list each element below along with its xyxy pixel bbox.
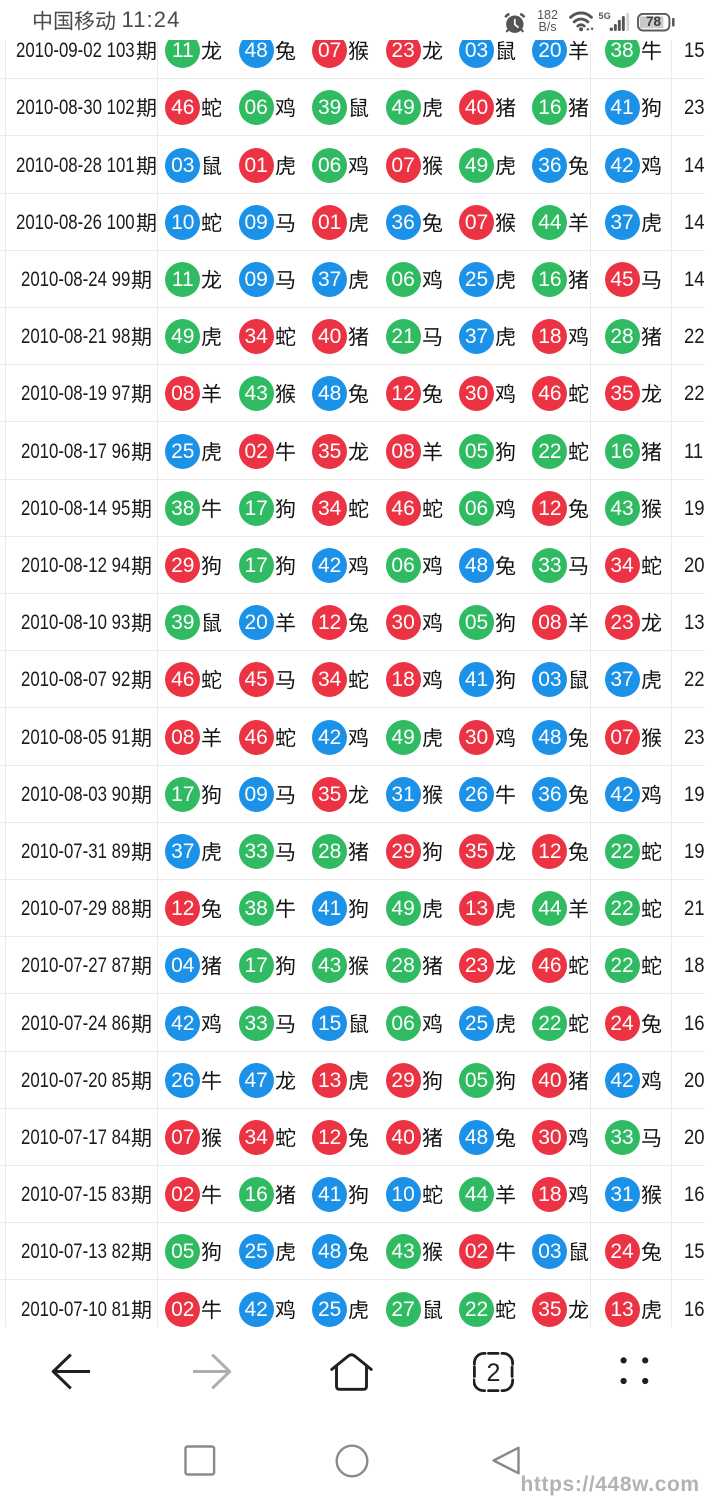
svg-text:2: 2 — [487, 1359, 501, 1387]
